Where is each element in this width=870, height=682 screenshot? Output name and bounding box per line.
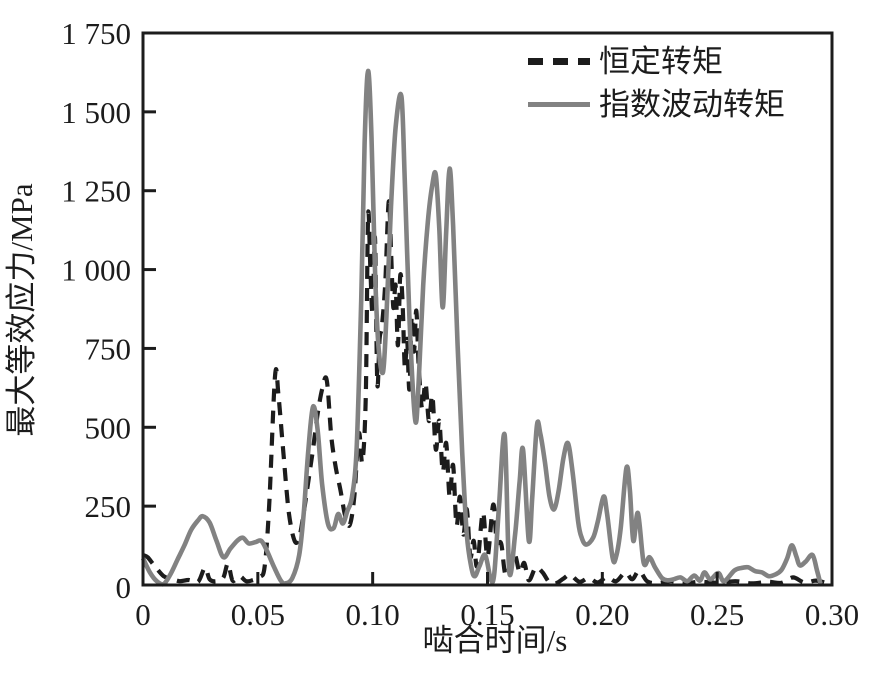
y-tick-label: 1 000: [61, 253, 131, 288]
data-curves: [140, 68, 833, 587]
legend-label-constant-torque: 恒定转矩: [599, 44, 723, 79]
x-tick-label: 0.20: [575, 597, 629, 632]
axes-frame: [141, 31, 834, 587]
x-tick-label: 0.15: [460, 597, 514, 632]
legend-item-exponential-torque: 指数波动转矩: [528, 83, 785, 126]
y-tick-label: 0: [116, 570, 132, 605]
x-tick-label: 0.30: [805, 597, 859, 632]
y-tick-label: 500: [85, 410, 132, 445]
series-line-1: [140, 68, 823, 587]
x-tick-label: 0.05: [231, 597, 285, 632]
solid-line-sample-icon: [528, 102, 590, 107]
y-tick-label: 1 750: [61, 16, 131, 51]
y-tick-label: 750: [85, 331, 132, 366]
legend: 恒定转矩 指数波动转矩: [528, 40, 785, 126]
series-line-0: [142, 199, 833, 586]
y-axis-title: 最大等效应力/MPa: [4, 183, 39, 436]
tick-labels: 0 0.05 0.10 0.15 0.20 0.25 0.30 0 250 500 750 1 000…: [61, 16, 859, 632]
dashed-line-sample-icon: [528, 58, 590, 65]
x-tick-label: 0.25: [690, 597, 744, 632]
x-tick-label: 0: [135, 597, 151, 632]
legend-label-exponential-torque: 指数波动转矩: [599, 87, 785, 122]
legend-item-constant-torque: 恒定转矩: [528, 40, 785, 83]
x-axis-title: 啮合时间/s: [423, 623, 568, 658]
y-tick-label: 250: [85, 489, 132, 524]
y-tick-label: 1 250: [61, 174, 131, 209]
x-tick-label: 0.10: [346, 597, 400, 632]
y-tick-label: 1 500: [61, 95, 131, 130]
